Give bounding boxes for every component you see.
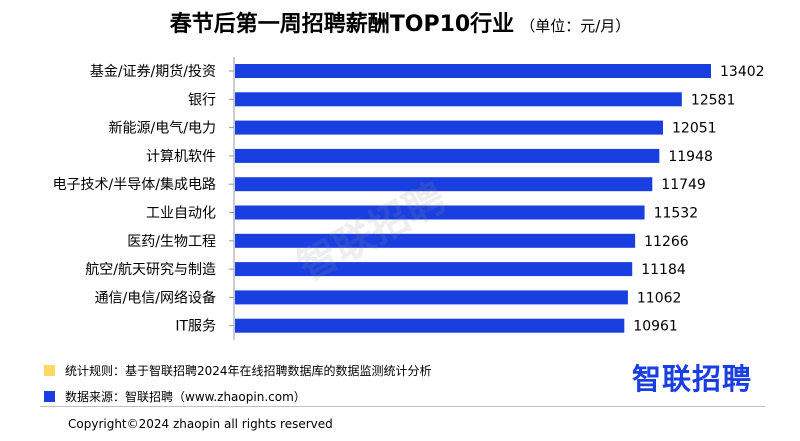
category-label: 医药/生物工程 [127, 234, 216, 250]
category-label: 银行 [188, 92, 216, 108]
note-rule-text: 统计规则：基于智联招聘2024年在线招聘数据库的数据监测统计分析 [65, 363, 432, 378]
chart-title: 春节后第一周招聘薪酬TOP10行业 [169, 12, 515, 37]
bar [235, 120, 664, 135]
bar [235, 64, 711, 78]
category-label: 通信/电信/网络设备 [95, 289, 216, 306]
note-rule-swatch [44, 364, 55, 376]
notes: 统计规则：基于智联招聘2024年在线招聘数据库的数据监测统计分析 数据来源：智联… [44, 357, 432, 409]
note-source-text: 数据来源：智联招聘（www.zhaopin.com） [65, 389, 306, 404]
bar-value-label: 12051 [672, 121, 717, 137]
category-label: 电子技术/半导体/集成电路 [53, 176, 216, 193]
zhaopin-logo: 智联招聘 [632, 362, 753, 396]
bar [235, 177, 653, 192]
category-label: 工业自动化 [146, 206, 216, 222]
bar-value-label: 11184 [641, 262, 686, 278]
bar-value-label: 12581 [691, 92, 736, 108]
note-source: 数据来源：智联招聘（www.zhaopin.com） [44, 383, 432, 409]
bar [235, 262, 633, 277]
bar-value-label: 13402 [720, 64, 765, 80]
bar-chart: 基金/证券/期货/投资 13402 银行 12581 新能源/电气/电力 12051 计算机… [53, 57, 765, 340]
category-label: IT服务 [175, 319, 216, 335]
bar-value-label: 11749 [661, 177, 706, 193]
bar [235, 290, 628, 305]
bar-value-label: 11532 [654, 206, 699, 222]
category-label: 基金/证券/期货/投资 [90, 63, 216, 80]
category-label: 计算机软件 [146, 149, 216, 165]
chart-unit: （单位：元/月） [520, 17, 631, 35]
bar [235, 148, 660, 163]
bar-value-label: 11266 [644, 234, 689, 250]
bar [235, 318, 625, 333]
bar-value-label: 10961 [633, 319, 678, 335]
note-source-swatch [44, 390, 55, 402]
copyright: Copyright©2024 zhaopin all rights reserv… [68, 417, 333, 431]
bar [235, 92, 682, 107]
divider [40, 406, 765, 407]
bar-value-label: 11062 [637, 290, 682, 306]
bar-value-label: 11948 [668, 149, 713, 165]
chart-title-row: 春节后第一周招聘薪酬TOP10行业 （单位：元/月） [0, 6, 800, 38]
category-label: 新能源/电气/电力 [109, 121, 216, 137]
note-rule: 统计规则：基于智联招聘2024年在线招聘数据库的数据监测统计分析 [44, 357, 432, 383]
category-label: 航空/航天研究与制造 [85, 262, 216, 278]
bar [235, 233, 636, 248]
bar [235, 205, 645, 220]
